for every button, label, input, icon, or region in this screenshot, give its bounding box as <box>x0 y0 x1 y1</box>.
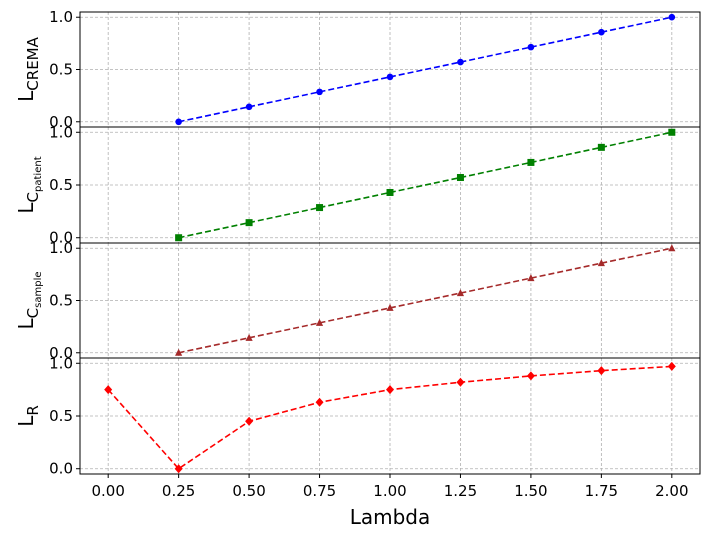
y-tick-label: 0.5 <box>49 61 73 79</box>
y-axis-label: LCpatient <box>14 156 44 213</box>
data-point <box>316 204 324 212</box>
data-point <box>386 73 394 81</box>
y-axis-label-subscript: CREMA <box>24 36 42 90</box>
data-point <box>527 274 535 282</box>
x-tick-label: 1.50 <box>514 482 547 500</box>
data-point <box>456 289 465 297</box>
data-point <box>386 188 394 196</box>
y-tick-label: 0.0 <box>49 460 73 478</box>
y-axis-label: LCREMA <box>14 36 42 101</box>
y-axis-label-subsubscript: patient <box>33 156 44 192</box>
data-point <box>245 103 253 111</box>
x-tick-label: 0.00 <box>91 482 124 500</box>
y-tick-label: 0.0 <box>49 229 73 247</box>
series-line <box>178 247 672 354</box>
data-point <box>315 397 324 407</box>
data-point <box>456 174 464 182</box>
data-point <box>315 318 324 326</box>
y-axis-label: LR <box>14 405 42 427</box>
data-point <box>386 385 394 395</box>
data-point <box>527 158 535 166</box>
y-axis-label-subscript: C <box>24 308 42 318</box>
data-point <box>104 385 113 395</box>
y-axis-label-subsubscript: sample <box>33 272 44 308</box>
x-tick-label: 0.50 <box>232 482 265 500</box>
y-tick-label: 0.0 <box>49 344 73 362</box>
data-point <box>456 377 465 387</box>
data-point <box>597 143 605 151</box>
data-point <box>175 348 183 356</box>
series-line <box>178 131 672 239</box>
y-tick-label: 0.5 <box>49 407 73 425</box>
x-axis-label: Lambda <box>350 505 431 529</box>
x-tick-label: 2.00 <box>655 482 688 500</box>
data-point <box>668 13 676 21</box>
series-line <box>178 16 672 123</box>
data-point <box>597 366 606 376</box>
data-point <box>527 43 535 51</box>
data-point <box>597 259 605 267</box>
data-point <box>668 244 676 252</box>
data-point <box>386 303 394 311</box>
x-tick-label: 1.00 <box>373 482 406 500</box>
y-axis-label-subscript: R <box>24 405 42 415</box>
y-axis-label-subscript: C <box>24 192 42 202</box>
data-point <box>457 58 464 66</box>
x-tick-label: 0.25 <box>162 482 195 500</box>
data-point <box>245 219 253 227</box>
y-tick-label: 1.0 <box>49 354 73 372</box>
data-point <box>598 28 605 36</box>
data-point <box>667 361 676 371</box>
y-axis-label-main: L <box>14 202 38 214</box>
x-tick-label: 1.25 <box>444 482 477 500</box>
y-tick-label: 0.5 <box>49 292 73 310</box>
y-tick-label: 1.0 <box>49 239 73 257</box>
y-axis-label-main: L <box>14 90 38 102</box>
data-point <box>175 234 183 242</box>
data-point <box>316 88 323 96</box>
y-tick-label: 0.5 <box>49 176 73 194</box>
x-tick-label: 1.75 <box>585 482 618 500</box>
data-point <box>245 416 254 426</box>
y-axis-label-main: L <box>14 415 38 427</box>
y-tick-label: 1.0 <box>49 8 73 26</box>
x-tick-label: 0.75 <box>303 482 336 500</box>
y-tick-label: 1.0 <box>49 123 73 141</box>
y-axis-label-main: L <box>14 318 38 330</box>
data-point <box>245 333 253 341</box>
data-point <box>526 371 535 381</box>
y-axis-label: LCsample <box>14 272 44 330</box>
data-point <box>174 464 183 474</box>
data-point <box>175 118 182 126</box>
y-tick-label: 0.0 <box>49 113 73 131</box>
data-point <box>668 128 676 136</box>
